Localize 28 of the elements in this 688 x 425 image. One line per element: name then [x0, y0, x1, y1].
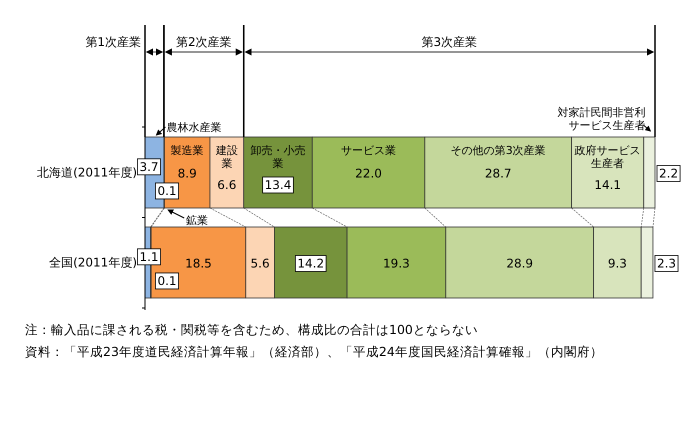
data-label: 0.1 [157, 184, 177, 198]
data-label: 1.1 [139, 250, 159, 264]
text: 第2次産業 [176, 35, 232, 49]
text: 資料：「平成23年度道民経済計算年報」（経済部）、「平成24年度国民経済計算確報」（内閣府） [25, 344, 603, 359]
data-label: 2.2 [659, 166, 678, 180]
text: 第1次産業 [85, 35, 141, 49]
data-label: 14.1 [594, 178, 622, 192]
series-label: 農林水産業 [166, 121, 222, 134]
text: 第3次産業 [422, 35, 478, 49]
data-label: 18.5 [185, 256, 212, 270]
data-label: 2.3 [656, 256, 676, 270]
data-label: 3.7 [139, 160, 159, 174]
y-tick-label: 全国(2011年度) [49, 256, 137, 270]
data-label: 28.7 [484, 166, 512, 180]
data-label: 0.1 [157, 274, 177, 288]
data-label: 5.6 [250, 256, 270, 270]
data-label: 13.4 [264, 178, 292, 192]
data-label: 22.0 [355, 166, 382, 180]
data-label: 8.9 [178, 166, 197, 180]
y-tick-label: 北海道(2011年度) [37, 166, 137, 180]
data-label: 28.9 [506, 256, 534, 270]
data-label: 9.3 [608, 256, 627, 270]
series-label: 対家計民間非営利サービス生産者 [557, 106, 646, 132]
text: 注：輸入品に課される税・関税等を含むため、構成比の合計は100とならない [25, 322, 478, 337]
data-label: 14.2 [297, 256, 324, 270]
data-label: 19.3 [383, 256, 410, 270]
text: 鉱業 [186, 214, 208, 227]
data-label: 6.6 [217, 178, 236, 192]
